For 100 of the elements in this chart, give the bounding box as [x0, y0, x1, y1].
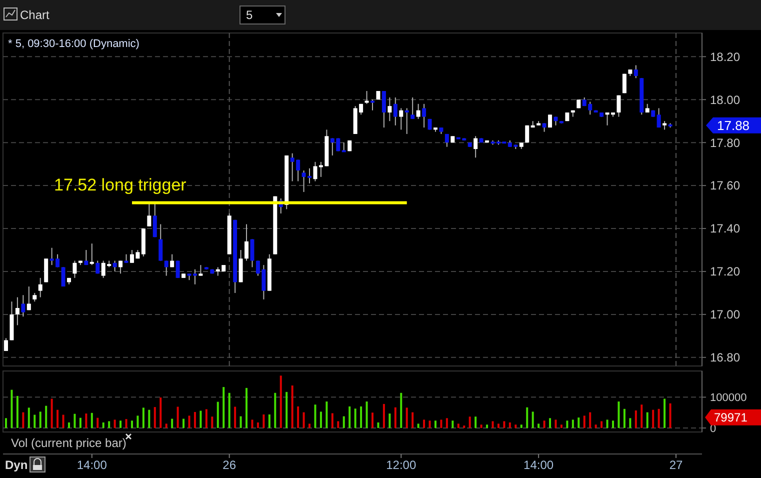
- bar: [572, 420, 574, 428]
- candlestick: [250, 238, 254, 268]
- candlestick: [164, 260, 168, 276]
- bar: [10, 390, 13, 428]
- bar: [412, 412, 414, 428]
- y-tick-label: 17.80: [710, 136, 740, 150]
- x-tick-label: 12:00: [386, 458, 416, 472]
- bar: [468, 416, 471, 428]
- bar: [251, 420, 254, 428]
- bar: [28, 408, 30, 428]
- bar: [154, 407, 156, 428]
- annotation: 17.52 long trigger: [54, 176, 187, 195]
- candlestick: [370, 99, 374, 111]
- bar: [342, 416, 345, 428]
- bar: [646, 412, 648, 428]
- bar: [234, 406, 236, 428]
- y-tick-label: 17.40: [710, 222, 740, 236]
- bar: [39, 412, 42, 428]
- bar: [331, 413, 334, 428]
- bar: [262, 414, 265, 428]
- bar: [423, 420, 426, 428]
- candlestick: [548, 114, 552, 128]
- bar: [182, 418, 185, 428]
- bar: [280, 376, 282, 428]
- bar: [228, 392, 230, 428]
- bar: [508, 422, 511, 428]
- bar: [34, 414, 36, 428]
- text: Chart: [20, 8, 50, 22]
- bar: [354, 408, 356, 428]
- y-tick-label: 18.00: [710, 92, 740, 107]
- candlestick: [382, 90, 386, 128]
- bar: [583, 416, 586, 428]
- bar: [286, 392, 288, 428]
- bar: [216, 402, 219, 428]
- bar: [612, 420, 614, 428]
- bar: [594, 424, 597, 428]
- candlestick: [15, 296, 20, 326]
- bar: [176, 406, 179, 428]
- bar: [5, 418, 7, 428]
- candlestick: [474, 136, 478, 158]
- y-tick-label: 17.60: [710, 178, 740, 193]
- bar: [148, 410, 150, 428]
- candlestick: [364, 90, 369, 104]
- candlestick: [158, 224, 163, 262]
- x-tick-label: 27: [669, 458, 683, 472]
- candlestick: [244, 224, 249, 262]
- bar: [22, 412, 24, 428]
- bar: [514, 424, 517, 428]
- bar: [326, 402, 328, 428]
- bar: [50, 398, 53, 428]
- candlestick: [112, 260, 117, 272]
- y-tick-label: 18.20: [710, 50, 740, 64]
- bar: [600, 421, 603, 428]
- bar: [200, 410, 202, 428]
- candlestick: [656, 108, 661, 128]
- bar: [520, 424, 522, 428]
- bar: [428, 420, 431, 428]
- bar: [291, 385, 294, 428]
- bar: [108, 421, 110, 428]
- bar: [74, 414, 76, 428]
- bar: [205, 409, 208, 428]
- bar: [371, 412, 374, 428]
- bar: [130, 420, 133, 428]
- candlestick: [72, 260, 77, 278]
- bar: [554, 420, 557, 428]
- y-tick-label: 100000: [710, 392, 747, 404]
- bar: [337, 421, 340, 428]
- bar: [188, 416, 190, 428]
- bar: [669, 403, 672, 428]
- bar: [114, 420, 116, 428]
- candlestick: [90, 243, 94, 266]
- candlestick: [198, 264, 203, 276]
- candlestick: [416, 103, 420, 120]
- bar: [492, 421, 494, 428]
- bar: [211, 416, 214, 428]
- bar: [90, 412, 93, 428]
- x-tick-label: 14:00: [76, 458, 108, 472]
- bar: [246, 388, 248, 428]
- candlestick: [422, 103, 426, 128]
- candlestick: [399, 108, 404, 130]
- bar: [165, 424, 168, 428]
- bar: [578, 418, 580, 428]
- bar: [503, 421, 506, 428]
- bar: [452, 420, 454, 428]
- bar: [623, 408, 626, 428]
- candlestick: [238, 249, 243, 283]
- bar: [629, 418, 632, 428]
- bar: [406, 408, 408, 428]
- bar: [308, 424, 311, 428]
- bar: [222, 387, 225, 428]
- bar: [440, 420, 442, 428]
- bar: [549, 418, 552, 428]
- candlestick: [170, 254, 174, 268]
- candlestick: [410, 96, 415, 120]
- bar: [560, 424, 562, 428]
- text: * 5, 09:30-16:00 (Dynamic): [8, 38, 140, 50]
- bar: [417, 424, 420, 428]
- candlestick: [44, 258, 48, 283]
- candlestick: [26, 286, 31, 311]
- bar: [85, 414, 88, 428]
